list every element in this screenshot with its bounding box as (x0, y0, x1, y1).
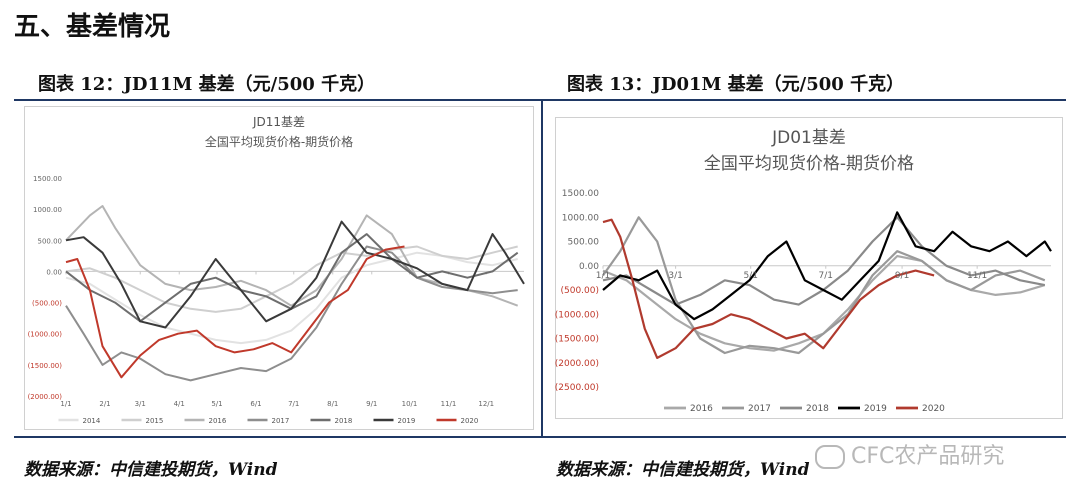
x-tick-label: 5/1 (743, 271, 757, 281)
series-line-2015 (65, 245, 518, 313)
series-line-2019 (602, 211, 1052, 321)
legend-label: 2018 (806, 404, 829, 414)
y-tick-label: (1000.00) (28, 331, 63, 339)
watermark-text: CFC农产品研究 (851, 444, 1005, 469)
legend-label: 2018 (335, 417, 353, 425)
legend-label: 2016 (209, 417, 227, 425)
y-tick-label: (1500.00) (555, 335, 599, 345)
figure-13-caption: 图表 13：JD01M 基差（元/500 千克） (567, 74, 905, 95)
legend-label: 2016 (690, 404, 713, 414)
legend-label: 2017 (272, 417, 290, 425)
chart-frame (24, 106, 534, 430)
y-tick-label: 1000.00 (33, 206, 62, 214)
bottom-rule (14, 436, 1066, 438)
legend-label: 2020 (922, 404, 945, 414)
y-tick-label: 1500.00 (33, 175, 62, 183)
y-tick-label: 1500.00 (562, 189, 599, 199)
x-tick-label: 9/1 (895, 271, 909, 281)
watermark: CFC农产品研究 (815, 438, 1004, 470)
figure-12-source: 数据来源：中信建投期货，Wind (24, 460, 278, 480)
x-tick-label: 1/1 (60, 400, 71, 408)
series-line-2020 (602, 218, 935, 359)
series-line-2020 (65, 245, 405, 379)
divider-rule (541, 99, 543, 438)
x-tick-label: 4/1 (174, 400, 185, 408)
x-tick-label: 8/1 (327, 400, 338, 408)
x-tick-label: 12/1 (478, 400, 494, 408)
y-tick-label: (1500.00) (28, 362, 63, 370)
chart-title: JD11基差 (252, 115, 305, 129)
y-tick-label: 500.00 (568, 238, 600, 248)
x-tick-label: 11/1 (967, 271, 987, 281)
x-tick-label: 10/1 (402, 400, 418, 408)
legend-label: 2019 (398, 417, 416, 425)
series-line-2019 (65, 220, 525, 329)
series-line-2017 (602, 216, 1046, 355)
x-tick-label: 1/1 (596, 271, 610, 281)
chart-frame (555, 117, 1063, 419)
x-tick-label: 7/1 (288, 400, 299, 408)
y-tick-label: 0.00 (579, 262, 599, 272)
legend-label: 2014 (83, 417, 101, 425)
top-rule (14, 99, 1066, 101)
y-tick-label: (2500.00) (555, 383, 599, 393)
y-tick-label: (2000.00) (28, 393, 63, 401)
x-tick-label: 6/1 (250, 400, 261, 408)
section-title: 五、基差情况 (14, 12, 171, 42)
series-line-2016 (65, 205, 519, 307)
x-tick-label: 7/1 (819, 271, 833, 281)
x-tick-label: 11/1 (441, 400, 457, 408)
figure-12-caption: 图表 12：JD11M 基差（元/500 千克） (38, 74, 376, 95)
chart-subtitle: 全国平均现货价格-期货价格 (704, 154, 914, 174)
x-tick-label: 9/1 (366, 400, 377, 408)
x-tick-label: 2/1 (99, 400, 110, 408)
y-tick-label: (500.00) (560, 286, 599, 296)
chart-subtitle: 全国平均现货价格-期货价格 (205, 134, 353, 149)
y-tick-label: (2000.00) (555, 359, 599, 369)
legend-label: 2019 (864, 404, 887, 414)
y-tick-label: 1000.00 (562, 213, 599, 223)
x-tick-label: 3/1 (135, 400, 146, 408)
x-tick-label: 3/1 (668, 271, 682, 281)
series-line-2017 (65, 245, 518, 382)
chart-title: JD01基差 (771, 128, 846, 148)
y-tick-label: 0.00 (46, 268, 62, 276)
figure-13-source: 数据来源：中信建投期货，Wind (556, 460, 810, 480)
y-tick-label: (500.00) (32, 300, 62, 308)
y-tick-label: 500.00 (38, 237, 63, 245)
legend-label: 2020 (461, 417, 479, 425)
wechat-icon (815, 445, 845, 469)
legend-label: 2017 (748, 404, 771, 414)
legend-label: 2015 (146, 417, 164, 425)
y-tick-label: (1000.00) (555, 310, 599, 320)
x-tick-label: 5/1 (211, 400, 222, 408)
